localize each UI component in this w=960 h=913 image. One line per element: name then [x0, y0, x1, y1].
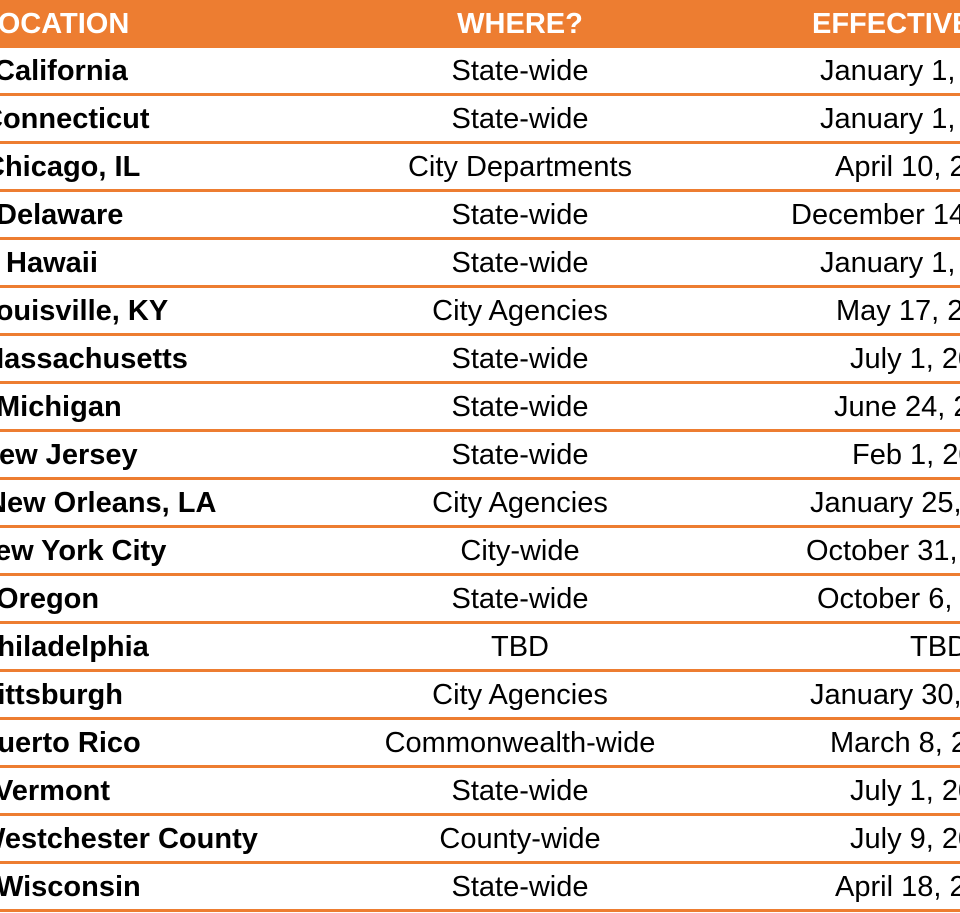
cell-where: State-wide [451, 391, 589, 423]
table-row: New Jersey State-wide Feb 1, 2018 [0, 432, 960, 480]
table-row: Delaware State-wide December 14, 2017 [0, 192, 960, 240]
cell-effective: July 9, 2018 [850, 823, 960, 855]
cell-effective: December 14, 2017 [791, 199, 960, 231]
cell-where: City Agencies [432, 487, 608, 519]
cell-effective: June 24, 2018 [834, 391, 960, 423]
cell-location: Oregon [0, 583, 100, 615]
table-row: Puerto Rico Commonwealth-wide March 8, 201… [0, 720, 960, 768]
table-row: New Orleans, LA City Agencies January 25, … [0, 480, 960, 528]
table-row: Wisconsin State-wide April 18, 2018 [0, 864, 960, 912]
cell-where: City-wide [460, 535, 580, 567]
cell-where: City Departments [407, 151, 632, 183]
table-row: Vermont State-wide July 1, 2018 [0, 768, 960, 816]
cell-effective: January 25, 2018 [810, 487, 960, 519]
cell-location: Connecticut [0, 103, 150, 135]
cell-where: State-wide [451, 583, 589, 615]
cell-effective: May 17, 2018 [836, 295, 960, 327]
table-row: Oregon State-wide October 6, 2017 [0, 576, 960, 624]
cell-where: State-wide [451, 871, 589, 903]
cell-location: Vermont [0, 775, 111, 807]
cell-location: Wisconsin [0, 871, 141, 903]
cell-location: New Jersey [0, 439, 138, 471]
cell-where: City Agencies [432, 295, 608, 327]
cell-effective: TBD [910, 631, 960, 663]
cell-where: State-wide [451, 439, 589, 471]
cell-location: Westchester County [0, 823, 258, 855]
cell-effective: January 1, 2019 [820, 247, 960, 279]
cell-where: State-wide [451, 775, 589, 807]
cell-location: Pittsburgh [0, 679, 123, 711]
cell-location: Michigan [0, 391, 122, 423]
cell-location: California [0, 55, 128, 87]
table-row: Louisville, KY City Agencies May 17, 2018 [0, 288, 960, 336]
cell-location: Massachusetts [0, 343, 188, 375]
table-row: Michigan State-wide June 24, 2018 [0, 384, 960, 432]
cell-effective: July 1, 2018 [850, 343, 960, 375]
cell-location: Chicago, IL [0, 151, 141, 183]
cell-effective: January 1, 2019 [820, 103, 960, 135]
cell-where: State-wide [451, 103, 589, 135]
cell-effective: March 8, 2018 [830, 727, 960, 759]
cell-location: New York City [0, 535, 167, 567]
table-row: Chicago, IL City Departments April 10, 201… [0, 144, 960, 192]
cell-where: TBD [491, 631, 549, 663]
table-row: California State-wide January 1, 2018 [0, 48, 960, 96]
column-header-location: LOCATION [0, 8, 130, 40]
table-row: Philadelphia TBD TBD [0, 624, 960, 672]
table-row: Hawaii State-wide January 1, 2019 [0, 240, 960, 288]
cell-effective: Feb 1, 2018 [852, 439, 960, 471]
cell-where: State-wide [451, 199, 589, 231]
table-row: Massachusetts State-wide July 1, 2018 [0, 336, 960, 384]
cell-effective: April 18, 2018 [835, 871, 960, 903]
table-header: LOCATION WHERE? EFFECTIVE [0, 0, 960, 48]
cell-effective: January 1, 2018 [820, 55, 960, 87]
cell-location: Louisville, KY [0, 295, 169, 327]
cell-location: Puerto Rico [0, 727, 141, 759]
cell-where: City Agencies [432, 679, 608, 711]
cell-effective: July 1, 2018 [850, 775, 960, 807]
table-row: New York City City-wide October 31, 2017 [0, 528, 960, 576]
cell-effective: January 30, 2018 [810, 679, 960, 711]
cell-where: State-wide [451, 55, 589, 87]
table-row: Pittsburgh City Agencies January 30, 2018 [0, 672, 960, 720]
cell-effective: April 10, 2018 [835, 151, 960, 183]
table-row: Connecticut State-wide January 1, 2019 [0, 96, 960, 144]
cell-location: Hawaii [6, 247, 98, 279]
cell-where: State-wide [451, 247, 589, 279]
cell-effective: October 31, 2017 [806, 535, 960, 567]
table-row: Westchester County County-wide July 9, 201… [0, 816, 960, 864]
cell-location: New Orleans, LA [0, 487, 217, 519]
cell-location: Delaware [0, 199, 124, 231]
column-header-where: WHERE? [457, 8, 583, 40]
cell-effective: October 6, 2017 [817, 583, 960, 615]
cell-where: State-wide [451, 343, 589, 375]
column-header-effective: EFFECTIVE [812, 8, 960, 40]
cell-where: County-wide [439, 823, 601, 855]
cell-where: Commonwealth-wide [384, 727, 656, 759]
cell-location: Philadelphia [0, 631, 149, 663]
